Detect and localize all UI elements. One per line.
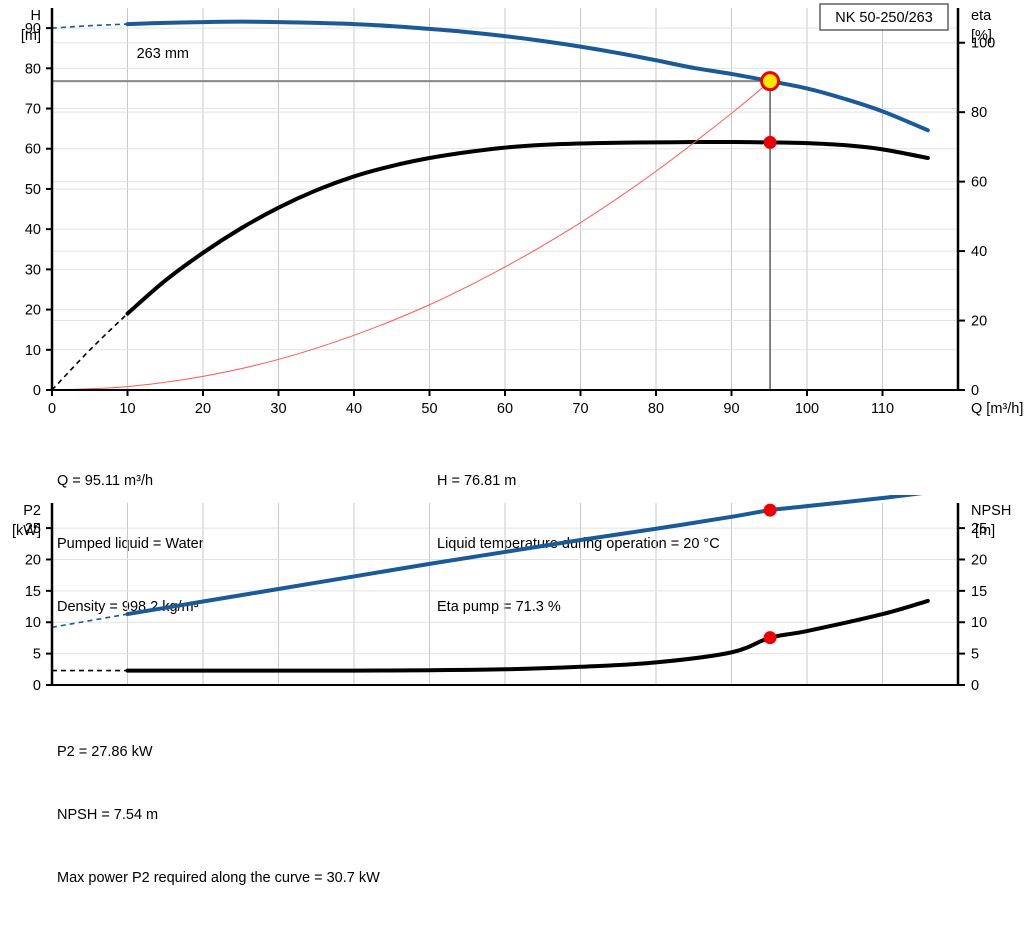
axis-title-power: P2 [23, 503, 41, 519]
tick-label-npsh: 5 [971, 647, 979, 663]
tick-label-eta: 0 [971, 383, 979, 399]
model-label-box [819, 3, 949, 31]
p2-duty-point-marker[interactable] [763, 503, 777, 517]
axis-unit-npsh: [m] [975, 523, 995, 539]
tick-label-npsh: 0 [971, 678, 979, 694]
top-chart-group: 0102030405060708090H[m]020406080100eta[%… [21, 3, 1023, 417]
tick-label-npsh: 10 [971, 615, 987, 631]
info-head: H = 76.81 m [437, 473, 517, 489]
tick-label-head: 30 [25, 262, 41, 278]
tick-label-flow: 80 [648, 401, 664, 417]
tick-label-power: 10 [25, 615, 41, 631]
tick-label-flow: 100 [795, 401, 819, 417]
tick-label-flow: 40 [346, 401, 362, 417]
power-info: P2 = 27.86 kW NPSH = 7.54 m Max power P2… [57, 700, 380, 931]
curve-npsh-required [125, 598, 930, 673]
model-label-text: NK 50-250/263 [835, 10, 933, 26]
axis-unit-eta: [%] [971, 28, 992, 44]
tick-label-npsh: 15 [971, 584, 987, 600]
tick-label-head: 90 [25, 21, 41, 37]
curve-shaft-power-p2 [125, 495, 923, 617]
tick-label-npsh: 25 [971, 521, 987, 537]
npsh-duty-point-marker[interactable] [763, 631, 777, 645]
curve-head-263-mm-impeller- [125, 19, 930, 133]
tick-label-power: 0 [33, 678, 41, 694]
tick-label-flow: 50 [421, 401, 437, 417]
tick-label-eta: 20 [971, 314, 987, 330]
curve-dashed-shaft-power-p2 [51, 613, 128, 629]
curve-dashed-head-263-mm-impeller- [51, 23, 128, 29]
pump-curve-page: 0 10 20 30 40 50 60 70 80 90 H [m] 0 20 40 60 80 100 eta [%… [0, 0, 1024, 886]
curve-dashed-pump-efficiency [51, 313, 129, 391]
tick-label-power: 5 [33, 647, 41, 663]
axis-title-npsh: NPSH [971, 503, 1011, 519]
power-npsh-plot: 0 5 10 15 20 25 P2 [kW] 0 5 10 15 20 25 NPSH [m] [12, 495, 1011, 694]
axis-unit-head: [m] [21, 28, 41, 44]
tick-label-eta: 40 [971, 244, 987, 260]
axis-title-head: H [31, 8, 41, 24]
info-p2: P2 = 27.86 kW [57, 744, 153, 760]
tick-label-power: 15 [25, 584, 41, 600]
tick-label-flow: 0 [48, 401, 56, 417]
tick-label-npsh: 20 [971, 552, 987, 568]
tick-label-eta: 80 [971, 105, 987, 121]
tick-label-power: 25 [25, 521, 41, 537]
tick-label-head: 50 [25, 182, 41, 198]
tick-label-flow: 10 [119, 401, 135, 417]
tick-label-power: 20 [25, 552, 41, 568]
axis-title-eta: eta [971, 8, 992, 24]
tick-label-eta: 100 [971, 36, 995, 52]
tick-label-flow: 60 [497, 401, 513, 417]
head-efficiency-plot: 0102030405060708090H[m]020406080100eta[%… [21, 3, 1023, 417]
bottom-chart-group: 0 5 10 15 20 25 P2 [kW] 0 5 10 15 20 25 NPSH [m] [12, 495, 1011, 694]
tick-label-head: 40 [25, 222, 41, 238]
curve-system-curve [51, 80, 771, 391]
impeller-size-label: 263 mm [137, 46, 189, 62]
tick-label-head: 0 [33, 383, 41, 399]
tick-label-head: 10 [25, 343, 41, 359]
info-eta-pump: Eta pump = 71.3 % [437, 599, 561, 615]
tick-label-flow: 20 [195, 401, 211, 417]
curve-pump-efficiency [125, 140, 930, 316]
tick-label-flow: 90 [723, 401, 739, 417]
tick-label-flow: 110 [871, 401, 894, 417]
tick-label-flow: 30 [270, 401, 286, 417]
eta-point-marker[interactable] [763, 135, 777, 149]
duty-point-marker[interactable] [760, 71, 781, 92]
axis-title-flow: Q [m³/h] [971, 401, 1023, 417]
tick-label-flow: 70 [572, 401, 588, 417]
info-flow: Q = 95.11 m³/h [57, 473, 154, 489]
tick-label-head: 60 [25, 142, 41, 158]
tick-label-eta: 60 [971, 175, 987, 191]
info-max-power: Max power P2 required along the curve = … [57, 870, 380, 886]
info-npsh: NPSH = 7.54 m [57, 807, 159, 823]
axis-unit-power: [kW] [12, 523, 41, 539]
head-efficiency-chart: 0 10 20 30 40 50 60 70 80 90 H [m] 0 20 40 60 80 100 eta [%… [0, 0, 1024, 420]
info-pumped-liquid: Pumped liquid = Water [57, 536, 204, 552]
tick-label-head: 20 [25, 303, 41, 319]
tick-label-head: 70 [25, 102, 41, 118]
power-npsh-chart: 0 5 10 15 20 25 P2 [kW] 0 5 10 15 20 25 NPSH [m] [0, 495, 1024, 695]
tick-label-head: 80 [25, 61, 41, 77]
duty-info-left: Q = 95.11 m³/h Pumped liquid = Water Den… [57, 429, 204, 660]
